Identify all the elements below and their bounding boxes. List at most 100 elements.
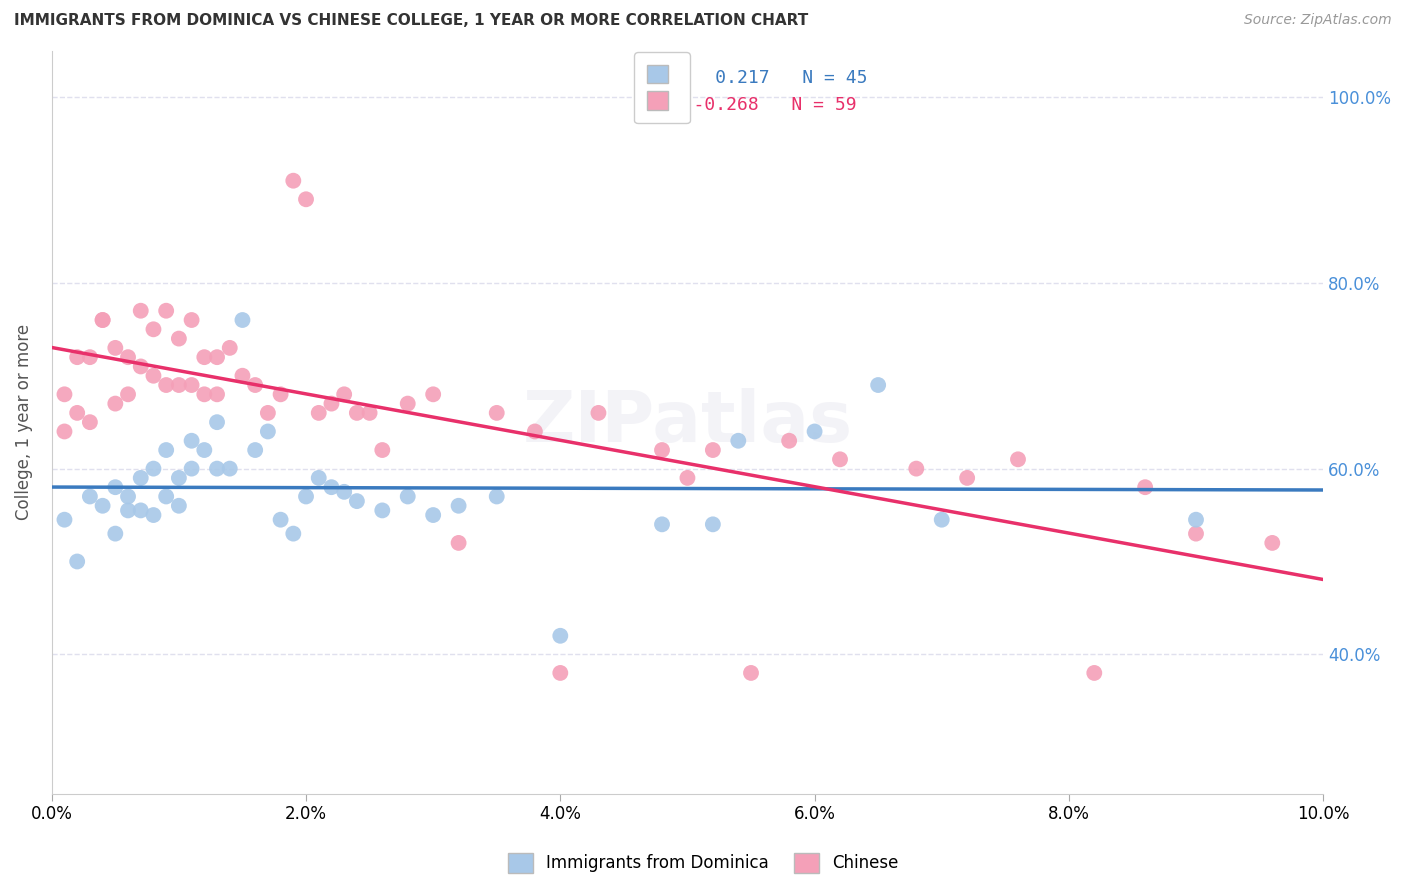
Point	[447, 536, 470, 550]
Point	[231, 313, 253, 327]
Point	[1185, 526, 1208, 541]
Point	[321, 480, 343, 494]
Point	[651, 517, 673, 532]
Point	[117, 503, 139, 517]
Point	[53, 387, 76, 401]
Point	[218, 461, 240, 475]
Point	[931, 513, 953, 527]
Point	[180, 461, 202, 475]
Point	[205, 415, 228, 429]
Point	[346, 406, 368, 420]
Point	[129, 471, 152, 485]
Point	[550, 665, 572, 680]
Point	[1083, 665, 1105, 680]
Point	[142, 508, 165, 522]
Point	[193, 387, 215, 401]
Point	[193, 443, 215, 458]
Point	[295, 192, 318, 206]
Point	[905, 461, 928, 475]
Point	[104, 480, 127, 494]
Point	[346, 494, 368, 508]
Point	[283, 526, 305, 541]
Point	[1185, 513, 1208, 527]
Point	[243, 378, 266, 392]
Point	[167, 332, 190, 346]
Point	[868, 378, 890, 392]
Point	[422, 387, 444, 401]
Text: IMMIGRANTS FROM DOMINICA VS CHINESE COLLEGE, 1 YEAR OR MORE CORRELATION CHART: IMMIGRANTS FROM DOMINICA VS CHINESE COLL…	[14, 13, 808, 29]
Point	[447, 499, 470, 513]
Point	[828, 452, 851, 467]
Point	[676, 471, 699, 485]
Point	[333, 484, 356, 499]
Point	[422, 508, 444, 522]
Point	[66, 406, 89, 420]
Point	[142, 322, 165, 336]
Text: ZIPatlas: ZIPatlas	[523, 388, 852, 457]
Point	[117, 490, 139, 504]
Point	[129, 503, 152, 517]
Point	[79, 350, 101, 364]
Point	[257, 425, 280, 439]
Point	[1007, 452, 1029, 467]
Text: R =   0.217   N = 45: R = 0.217 N = 45	[650, 69, 868, 87]
Text: R = -0.268   N = 59: R = -0.268 N = 59	[650, 96, 856, 114]
Point	[359, 406, 381, 420]
Point	[104, 341, 127, 355]
Legend: , : ,	[634, 53, 690, 123]
Point	[142, 368, 165, 383]
Point	[1261, 536, 1284, 550]
Point	[117, 350, 139, 364]
Point	[180, 434, 202, 448]
Point	[396, 490, 419, 504]
Point	[550, 629, 572, 643]
Point	[53, 425, 76, 439]
Point	[740, 665, 762, 680]
Legend: Immigrants from Dominica, Chinese: Immigrants from Dominica, Chinese	[501, 847, 905, 880]
Point	[257, 406, 280, 420]
Point	[193, 350, 215, 364]
Point	[104, 526, 127, 541]
Point	[485, 490, 508, 504]
Point	[803, 425, 825, 439]
Point	[167, 471, 190, 485]
Point	[79, 490, 101, 504]
Point	[66, 350, 89, 364]
Point	[727, 434, 749, 448]
Point	[956, 471, 979, 485]
Point	[66, 554, 89, 568]
Point	[218, 341, 240, 355]
Point	[155, 378, 177, 392]
Point	[371, 443, 394, 458]
Point	[205, 387, 228, 401]
Point	[91, 499, 114, 513]
Point	[270, 513, 292, 527]
Text: Source: ZipAtlas.com: Source: ZipAtlas.com	[1244, 13, 1392, 28]
Y-axis label: College, 1 year or more: College, 1 year or more	[15, 324, 32, 520]
Point	[180, 313, 202, 327]
Point	[308, 406, 330, 420]
Point	[104, 396, 127, 410]
Point	[167, 499, 190, 513]
Point	[79, 415, 101, 429]
Point	[155, 490, 177, 504]
Point	[129, 303, 152, 318]
Point	[485, 406, 508, 420]
Point	[295, 490, 318, 504]
Point	[702, 517, 724, 532]
Point	[523, 425, 546, 439]
Point	[117, 387, 139, 401]
Point	[155, 443, 177, 458]
Point	[371, 503, 394, 517]
Point	[205, 350, 228, 364]
Point	[205, 461, 228, 475]
Point	[270, 387, 292, 401]
Point	[588, 406, 610, 420]
Point	[142, 461, 165, 475]
Point	[129, 359, 152, 374]
Point	[231, 368, 253, 383]
Point	[243, 443, 266, 458]
Point	[651, 443, 673, 458]
Point	[1133, 480, 1156, 494]
Point	[155, 303, 177, 318]
